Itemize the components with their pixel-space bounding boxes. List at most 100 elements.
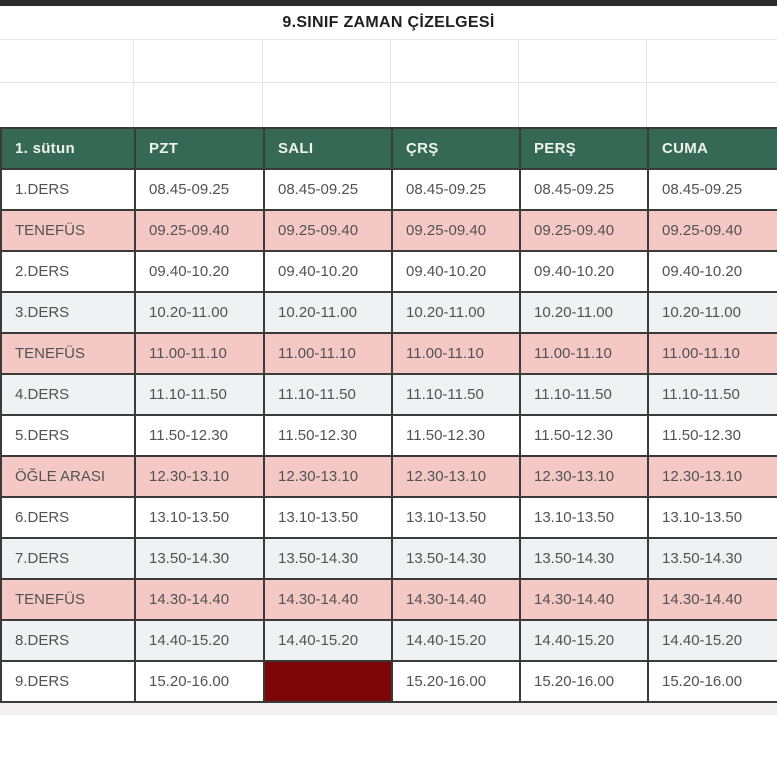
time-cell: 10.20-11.00: [519, 291, 649, 334]
window-top-bar: [0, 0, 777, 6]
time-cell: 14.30-14.40: [391, 578, 521, 621]
time-cell: 09.40-10.20: [391, 250, 521, 293]
time-cell: 11.10-11.50: [391, 373, 521, 416]
time-cell: 14.30-14.40: [134, 578, 265, 621]
empty-grid-cell: [519, 40, 647, 82]
table-row: 4.DERS 11.10-11.50 11.10-11.50 11.10-11.50 1…: [0, 373, 777, 416]
empty-grid-cell: [0, 83, 134, 127]
time-cell: 11.50-12.30: [391, 414, 521, 457]
time-cell: 14.30-14.40: [263, 578, 393, 621]
empty-grid-cell: [134, 83, 263, 127]
time-cell: 10.20-11.00: [263, 291, 393, 334]
time-cell: 15.20-16.00: [519, 660, 649, 703]
time-cell: 14.30-14.40: [647, 578, 777, 621]
row-label-cell: 2.DERS: [0, 250, 136, 293]
time-cell: 09.40-10.20: [519, 250, 649, 293]
time-cell: 11.50-12.30: [519, 414, 649, 457]
time-cell: 14.40-15.20: [263, 619, 393, 662]
time-cell: 14.40-15.20: [647, 619, 777, 662]
header-cell-cuma: CUMA: [647, 127, 777, 170]
time-cell: 14.40-15.20: [391, 619, 521, 662]
time-cell: 13.10-13.50: [519, 496, 649, 539]
time-cell: 11.00-11.10: [391, 332, 521, 375]
row-label-cell: 5.DERS: [0, 414, 136, 457]
table-row: 6.DERS 13.10-13.50 13.10-13.50 13.10-13.50 1…: [0, 496, 777, 539]
empty-grid-cell: [647, 83, 777, 127]
row-label-cell: ÖĞLE ARASI: [0, 455, 136, 498]
row-label-cell: 3.DERS: [0, 291, 136, 334]
table-row: TENEFÜS 14.30-14.40 14.30-14.40 14.30-14.40…: [0, 578, 777, 621]
time-cell: 12.30-13.10: [519, 455, 649, 498]
time-cell: 08.45-09.25: [647, 168, 777, 211]
time-cell: 13.50-14.30: [647, 537, 777, 580]
time-cell: 12.30-13.10: [134, 455, 265, 498]
time-cell: 11.00-11.10: [134, 332, 265, 375]
empty-grid-cell: [391, 40, 519, 82]
empty-grid-cell: [647, 40, 777, 82]
time-cell: 09.25-09.40: [647, 209, 777, 252]
table-row: 5.DERS 11.50-12.30 11.50-12.30 11.50-12.30 1…: [0, 414, 777, 457]
time-cell: 14.40-15.20: [134, 619, 265, 662]
time-cell: 13.10-13.50: [134, 496, 265, 539]
time-cell: 13.10-13.50: [647, 496, 777, 539]
time-cell: 09.25-09.40: [134, 209, 265, 252]
row-label-cell: TENEFÜS: [0, 332, 136, 375]
row-label-cell: 6.DERS: [0, 496, 136, 539]
time-cell: 15.20-16.00: [391, 660, 521, 703]
table-row: 9.DERS 15.20-16.00 15.20-16.00 15.20-16.00 1…: [0, 660, 777, 703]
empty-grid-cell: [263, 83, 391, 127]
bottom-strip: [0, 703, 777, 715]
time-cell: 08.45-09.25: [134, 168, 265, 211]
table-row: 7.DERS 13.50-14.30 13.50-14.30 13.50-14.30 1…: [0, 537, 777, 580]
time-cell: 09.25-09.40: [391, 209, 521, 252]
time-cell: 11.00-11.10: [647, 332, 777, 375]
time-cell: 15.20-16.00: [647, 660, 777, 703]
timetable-header-row: 1. sütun PZT SALI ÇRŞ PERŞ CUMA: [0, 127, 777, 170]
time-cell: 11.50-12.30: [134, 414, 265, 457]
time-cell: 09.40-10.20: [263, 250, 393, 293]
time-cell: 09.25-09.40: [263, 209, 393, 252]
time-cell: 12.30-13.10: [647, 455, 777, 498]
time-cell: 11.10-11.50: [647, 373, 777, 416]
time-cell: 08.45-09.25: [519, 168, 649, 211]
table-row: 1.DERS 08.45-09.25 08.45-09.25 08.45-09.25 0…: [0, 168, 777, 211]
time-cell: 09.40-10.20: [134, 250, 265, 293]
time-cell: 10.20-11.00: [134, 291, 265, 334]
time-cell: 13.50-14.30: [519, 537, 649, 580]
header-cell-sali: SALI: [263, 127, 393, 170]
time-cell: 10.20-11.00: [647, 291, 777, 334]
time-cell: 14.40-15.20: [519, 619, 649, 662]
time-cell: 09.40-10.20: [647, 250, 777, 293]
time-cell: 12.30-13.10: [391, 455, 521, 498]
header-cell-crs: ÇRŞ: [391, 127, 521, 170]
empty-grid-cell: [134, 40, 263, 82]
time-cell: 13.50-14.30: [134, 537, 265, 580]
time-cell: 11.10-11.50: [263, 373, 393, 416]
time-cell: 08.45-09.25: [391, 168, 521, 211]
empty-grid-cell: [391, 83, 519, 127]
time-cell: 08.45-09.25: [263, 168, 393, 211]
table-row: TENEFÜS 11.00-11.10 11.00-11.10 11.00-11.10…: [0, 332, 777, 375]
time-cell: 11.00-11.10: [519, 332, 649, 375]
time-cell: 11.10-11.50: [134, 373, 265, 416]
empty-grid-rows: [0, 40, 777, 127]
row-label-cell: 1.DERS: [0, 168, 136, 211]
time-cell: 13.10-13.50: [263, 496, 393, 539]
empty-grid-cell: [0, 40, 134, 82]
row-label-cell: 7.DERS: [0, 537, 136, 580]
time-cell: 14.30-14.40: [519, 578, 649, 621]
time-cell: 11.50-12.30: [647, 414, 777, 457]
row-label-cell: TENEFÜS: [0, 578, 136, 621]
row-label-cell: 4.DERS: [0, 373, 136, 416]
empty-grid-row: [0, 83, 777, 127]
time-cell: 10.20-11.00: [391, 291, 521, 334]
sheet-view: 9.SINIF ZAMAN ÇİZELGESİ 1. sütun: [0, 0, 777, 715]
header-cell-column-label: 1. sütun: [0, 127, 136, 170]
time-cell: 12.30-13.10: [263, 455, 393, 498]
time-cell: 15.20-16.00: [134, 660, 265, 703]
empty-grid-row: [0, 40, 777, 83]
table-row: ÖĞLE ARASI 12.30-13.10 12.30-13.10 12.30-13…: [0, 455, 777, 498]
table-row: TENEFÜS 09.25-09.40 09.25-09.40 09.25-09.40…: [0, 209, 777, 252]
empty-grid-cell: [263, 40, 391, 82]
time-cell: 13.50-14.30: [391, 537, 521, 580]
